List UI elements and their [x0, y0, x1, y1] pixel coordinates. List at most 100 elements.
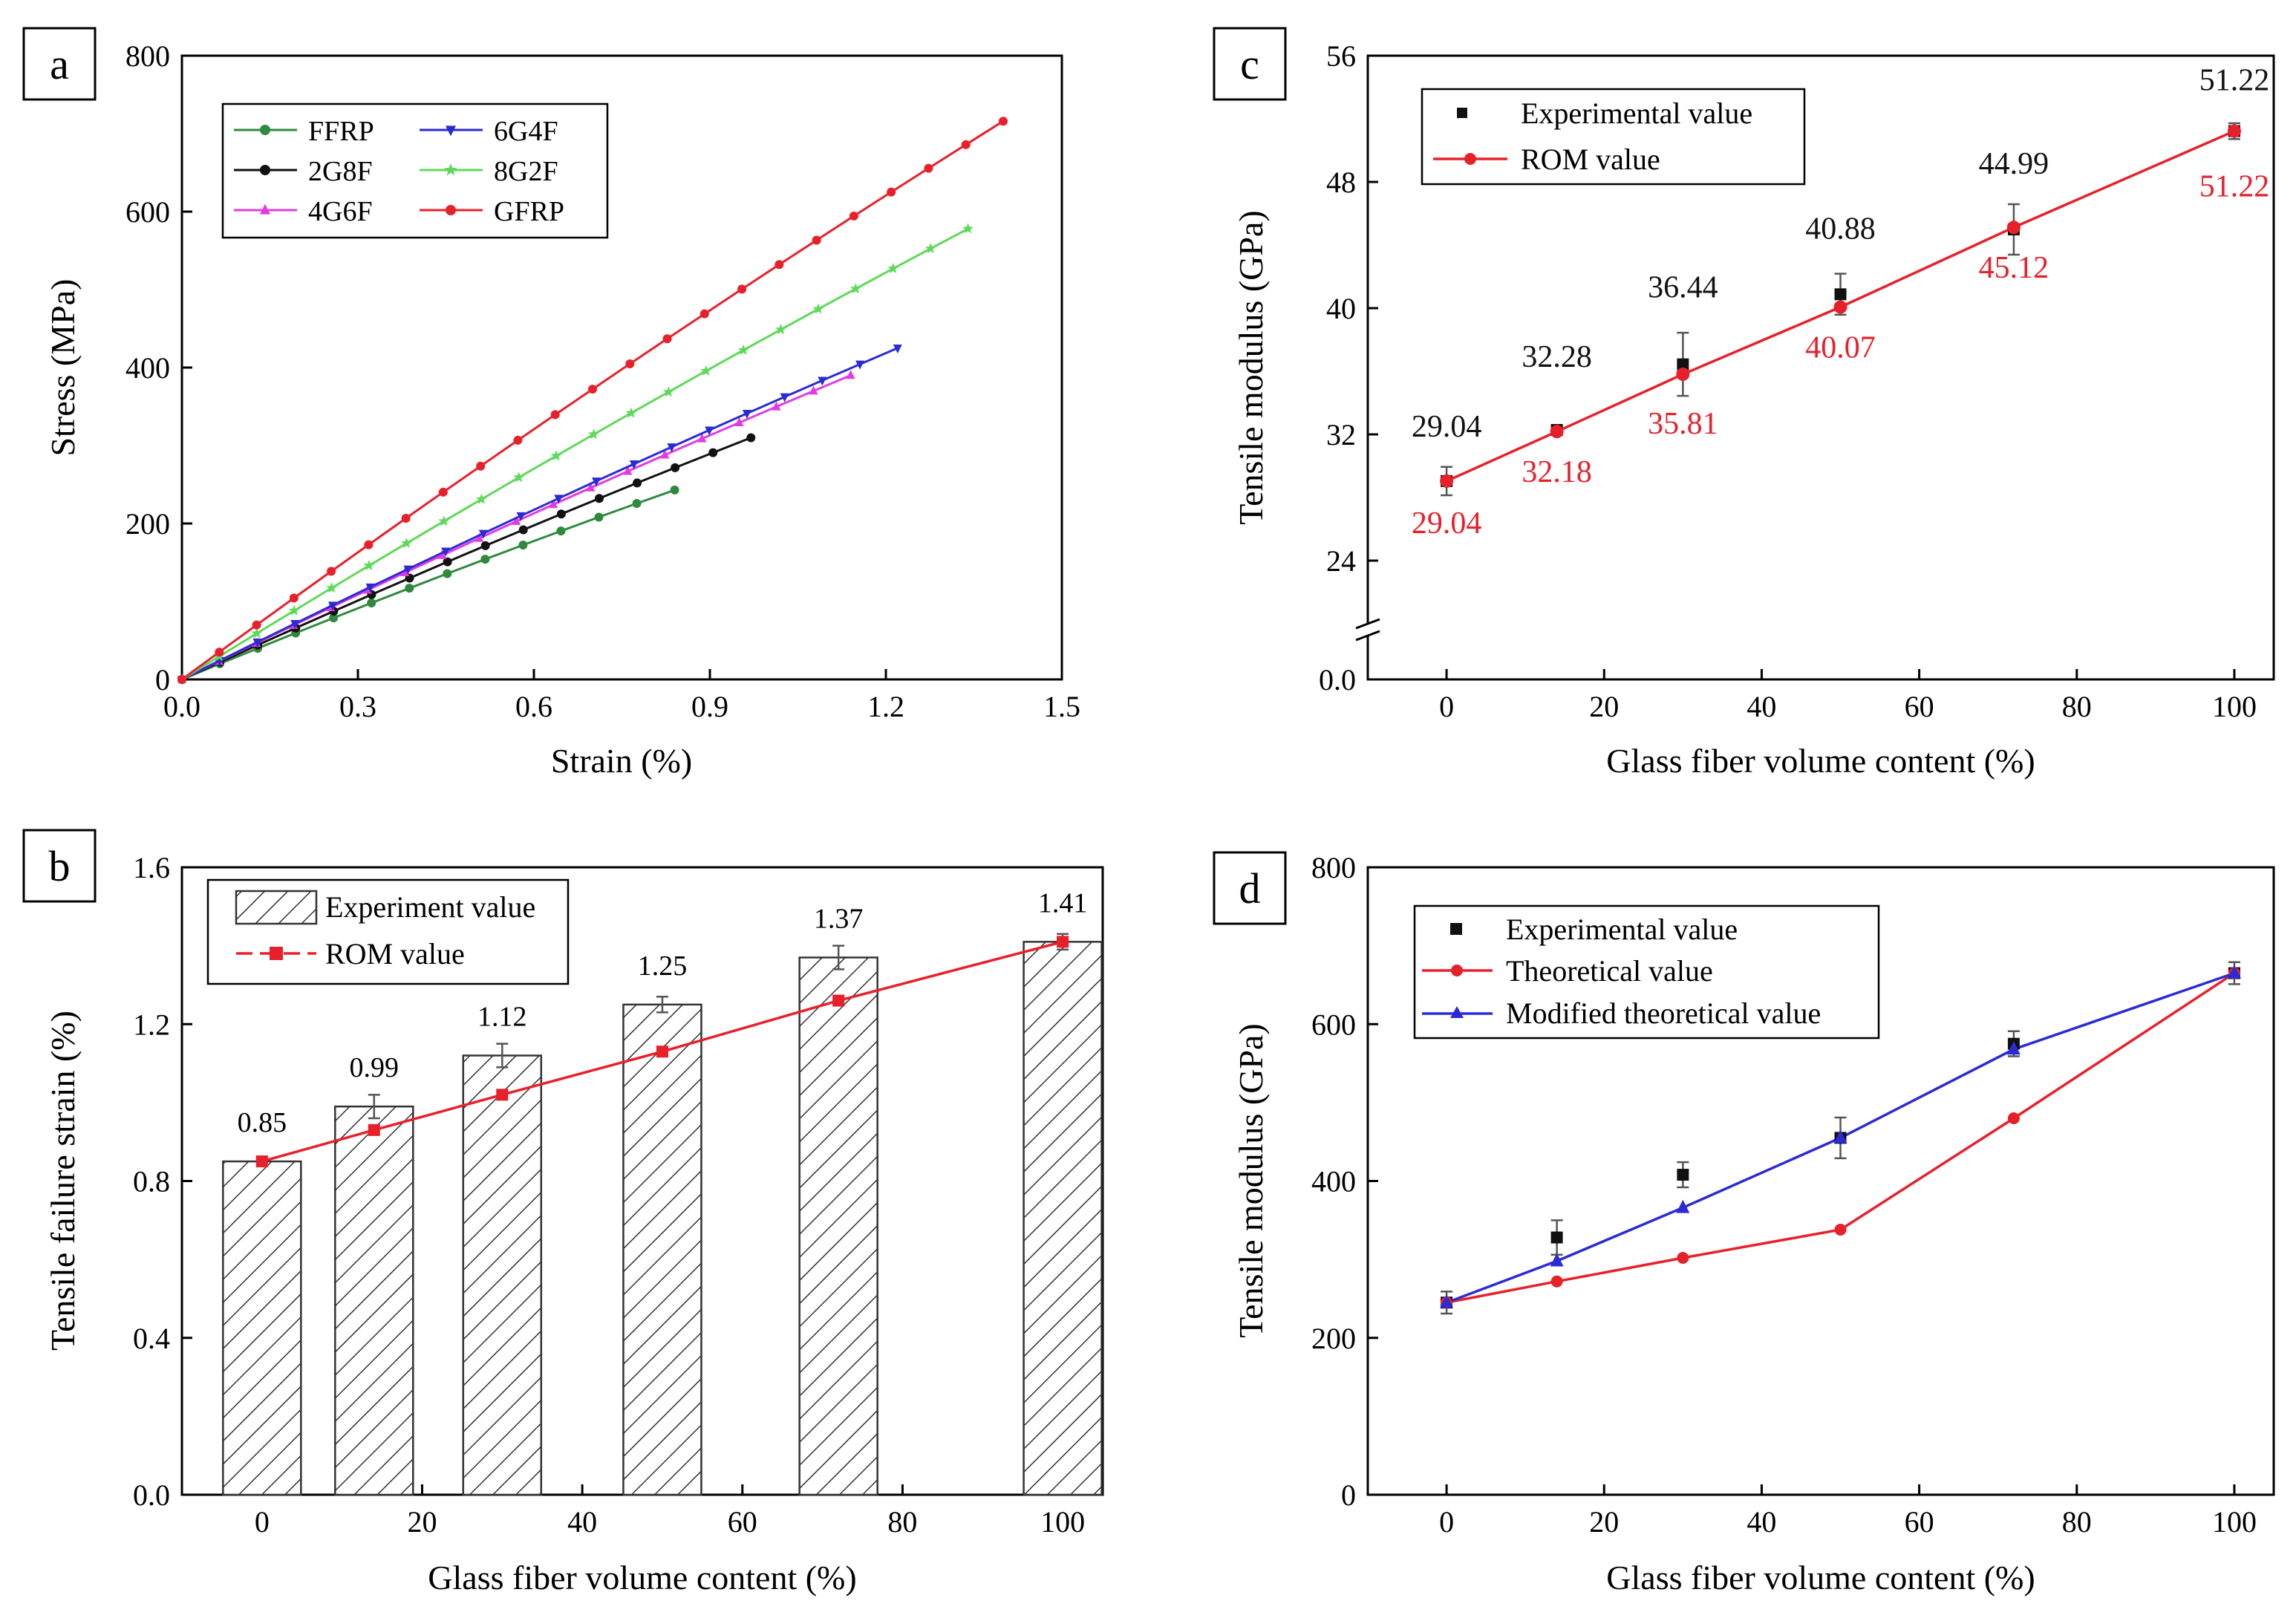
- data-point-6g4f: [554, 495, 564, 504]
- data-point-6g4f: [516, 512, 526, 521]
- data-point-8g2f: [288, 604, 300, 616]
- series-line-2g8f: [181, 437, 751, 681]
- rom-value-label: 32.18: [1522, 455, 1592, 489]
- data-point-gfrp: [252, 620, 261, 630]
- data-point-8g2f: [775, 324, 786, 335]
- data-point-6g4f: [818, 376, 827, 386]
- data-point-4g6f: [549, 499, 558, 509]
- x-axis-label-b: Glass fiber volume content (%): [428, 1559, 856, 1596]
- data-point-rom: [1676, 368, 1690, 382]
- x-tick-label-a: 1.5: [1043, 690, 1080, 723]
- legend-a-items: FFRP 6G4F 2G8F 8G2F 4G6F GFRP: [234, 116, 564, 227]
- data-point-6g4f: [365, 583, 375, 593]
- legend-c-frame: [1421, 88, 1806, 186]
- data-point-2g8f: [746, 433, 756, 443]
- data-point-8g2f: [326, 582, 338, 593]
- y-axis-label-c: Tensile modulus (GPa): [1232, 210, 1270, 525]
- data-point-theoretical: [1677, 1252, 1689, 1265]
- data-point-gfrp: [438, 487, 448, 497]
- data-point-6g4f: [629, 460, 639, 470]
- data-point-4g6f: [734, 417, 744, 426]
- data-point-4g6f: [474, 532, 484, 542]
- series-group-a: [176, 117, 1008, 685]
- data-point-2g8f: [594, 494, 604, 503]
- experimental-value-label: 29.04: [1412, 410, 1482, 444]
- series-line-ffrp: [181, 489, 676, 681]
- legend-d-swatch-experimental: [1450, 923, 1462, 935]
- data-point-ffrp: [329, 613, 339, 623]
- data-point-8g2f: [887, 262, 899, 273]
- data-point-6g4f: [667, 443, 676, 453]
- data-point-2g8f: [480, 541, 490, 550]
- rom-value-label: 35.81: [1648, 407, 1718, 441]
- legend-b-label-rom: ROM value: [325, 937, 465, 971]
- bar-experiment: [222, 1160, 302, 1496]
- panel-d-letter: d: [1239, 864, 1261, 913]
- data-point-8g2f: [812, 303, 824, 314]
- y-tick-label-b: 1.6: [133, 851, 170, 884]
- panel-c-letter-box: [1213, 27, 1287, 101]
- series-line-theoretical: [1446, 972, 2235, 1304]
- tick-group-a: 0.0 0.3 0.6 0.9 1.2 1.5 0 200 400 600 800: [125, 39, 1080, 723]
- series-line-rom: [1446, 129, 2235, 483]
- bar-experiment: [798, 956, 878, 1496]
- panel-b-letter-box: [22, 829, 97, 903]
- legend-c-swatch-experimental: [1457, 108, 1467, 118]
- legend-a-swatch-marker: [260, 125, 270, 135]
- x-axis-label-a: Strain (%): [551, 742, 692, 780]
- tick-group-c: 0 20 40 60 80 100 0.0 24 32 40 48 56: [1319, 39, 2257, 723]
- data-point-gfrp: [849, 211, 858, 221]
- y-tick-label-d: 600: [1311, 1008, 1356, 1041]
- x-tick-label-c: 60: [1905, 690, 1934, 723]
- data-point-theoretical: [2007, 1112, 2020, 1124]
- bar-experiment: [622, 1003, 702, 1496]
- data-point-4g6f: [512, 515, 521, 525]
- legend-d-swatch-marker-theoretical: [1451, 965, 1463, 976]
- data-point-gfrp: [476, 461, 486, 471]
- data-point-gfrp: [662, 334, 672, 344]
- data-point-modified: [1550, 1253, 1564, 1267]
- x-tick-label-d: 100: [2212, 1505, 2257, 1539]
- x-tick-label-c: 100: [2212, 690, 2257, 723]
- series-line-rom: [261, 940, 1063, 1163]
- y-tick-label-b: 0.4: [133, 1322, 170, 1355]
- data-point-modified: [1676, 1199, 1690, 1213]
- data-point-6g4f: [252, 638, 262, 647]
- data-point-6g4f: [893, 344, 902, 353]
- data-point-6g4f: [705, 426, 714, 436]
- data-point-4g6f: [809, 385, 818, 395]
- data-point-8g2f: [737, 344, 749, 355]
- bar-experiment: [462, 1054, 543, 1496]
- data-point-8g2f: [475, 493, 487, 504]
- legend-b: Experiment value ROM value: [206, 878, 570, 985]
- data-point-rom: [255, 1155, 268, 1168]
- x-axis-label-d: Glass fiber volume content (%): [1606, 1559, 2035, 1596]
- legend-a-label-8g2f: 8G2F: [494, 156, 558, 187]
- x-tick-label-a: 0.9: [691, 690, 728, 723]
- y-tick-label-b: 0.0: [133, 1478, 170, 1512]
- legend-c-label-rom: ROM value: [1521, 143, 1660, 176]
- data-point-2g8f: [708, 448, 718, 457]
- data-point-rom: [1833, 300, 1847, 314]
- data-point-8g2f: [700, 365, 712, 376]
- data-point-rom: [1550, 425, 1564, 439]
- data-point-gfrp: [625, 359, 635, 369]
- x-tick-label-b: 0: [255, 1505, 270, 1539]
- x-tick-label-d: 60: [1905, 1505, 1934, 1539]
- legend-a-label-4g6f: 4G6F: [308, 196, 373, 227]
- x-tick-label-d: 40: [1747, 1505, 1776, 1539]
- y-tick-label-c: 24: [1326, 544, 1356, 578]
- data-point-gfrp: [364, 540, 374, 549]
- y-tick-label-d: 200: [1311, 1322, 1356, 1355]
- y-tick-label-d: 400: [1311, 1165, 1356, 1198]
- legend-b-swatch-marker: [270, 947, 283, 960]
- x-tick-label-c: 80: [2062, 690, 2092, 723]
- data-point-2g8f: [518, 525, 528, 535]
- x-tick-label-c: 0: [1439, 690, 1454, 723]
- data-point-gfrp: [215, 647, 224, 657]
- legend-b-swatch-bar: [235, 890, 318, 925]
- panel-c: c 0 20 40 60 80 100 0.0 24 32 40 48 56 29.04 29.04 32…: [1213, 27, 2275, 780]
- legend-a-swatch-marker: [446, 125, 456, 137]
- panel-d: d 0 20 40 60 80 100 0 200 400 600 800 Glass fiber …: [1213, 851, 2275, 1596]
